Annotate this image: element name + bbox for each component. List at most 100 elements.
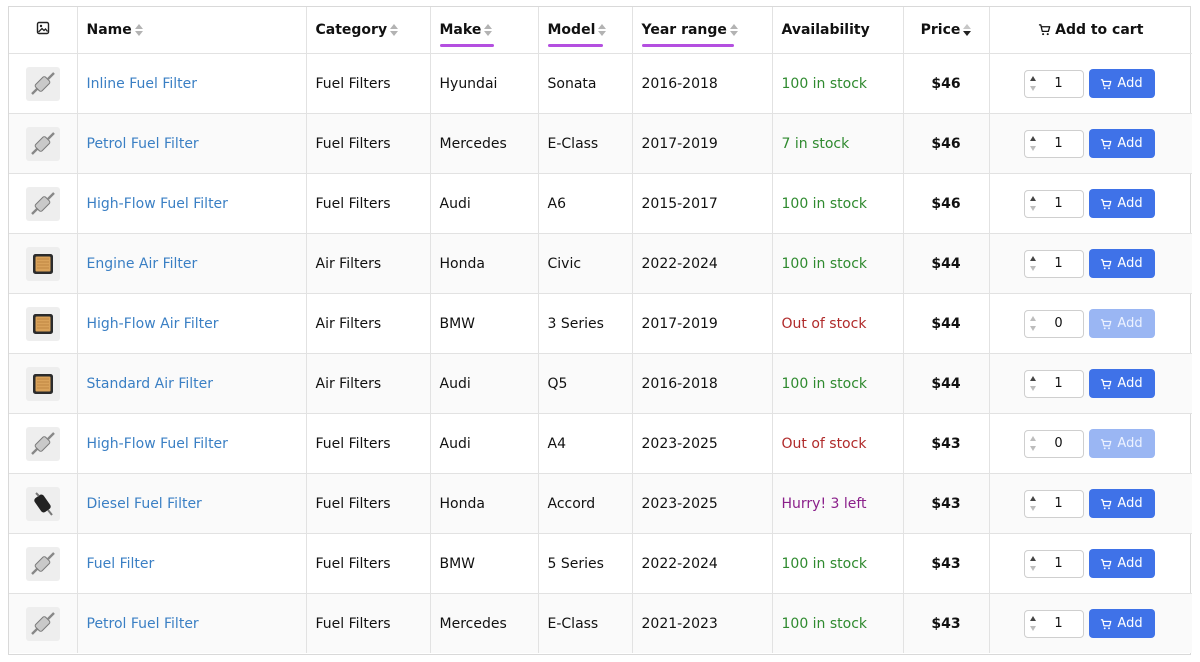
product-name-link[interactable]: High-Flow Air Filter [86, 315, 219, 332]
add-button[interactable]: Add [1088, 129, 1155, 158]
quantity-stepper[interactable] [1023, 369, 1084, 398]
product-name-link[interactable]: Petrol Fuel Filter [86, 615, 199, 632]
quantity-input[interactable] [1040, 310, 1077, 337]
stepper-arrows[interactable] [1025, 491, 1041, 517]
add-button[interactable]: Add [1088, 609, 1155, 638]
column-header-year-range[interactable]: Year range [632, 7, 773, 54]
add-button[interactable]: Add [1088, 489, 1155, 518]
decrement-icon[interactable] [1029, 326, 1036, 331]
product-name-link[interactable]: Standard Air Filter [86, 375, 214, 392]
product-name-link[interactable]: Petrol Fuel Filter [86, 135, 199, 152]
make-cell: Mercedes [430, 113, 539, 174]
category-cell: Fuel Filters [306, 53, 431, 114]
model-cell: Civic [538, 233, 633, 294]
quantity-stepper[interactable] [1023, 309, 1084, 338]
column-header-name[interactable]: Name [77, 7, 307, 54]
increment-icon[interactable] [1029, 136, 1036, 141]
availability-cell: 100 in stock [772, 53, 904, 114]
image-icon [36, 21, 49, 35]
thumbnail-cell [9, 53, 78, 114]
add-button[interactable]: Add [1088, 429, 1155, 458]
stepper-arrows[interactable] [1025, 431, 1041, 457]
quantity-input[interactable] [1040, 550, 1077, 577]
quantity-input[interactable] [1040, 370, 1077, 397]
product-table: Name Category Make Model Year range Avai… [9, 7, 1192, 653]
stepper-arrows[interactable] [1025, 131, 1041, 157]
quantity-input[interactable] [1040, 250, 1077, 277]
fuel-filter-icon [25, 546, 60, 581]
product-name-link[interactable]: High-Flow Fuel Filter [86, 435, 228, 452]
quantity-input[interactable] [1040, 70, 1077, 97]
increment-icon[interactable] [1029, 376, 1036, 381]
cart-icon [1038, 23, 1051, 36]
name-cell: High-Flow Fuel Filter [77, 413, 307, 474]
availability-cell: Out of stock [772, 293, 904, 354]
availability-cell: 100 in stock [772, 593, 904, 653]
stepper-arrows[interactable] [1025, 191, 1041, 217]
decrement-icon[interactable] [1029, 566, 1036, 571]
product-name-link[interactable]: Engine Air Filter [86, 255, 198, 272]
cart-icon [1100, 318, 1112, 330]
quantity-stepper[interactable] [1023, 189, 1084, 218]
quantity-stepper[interactable] [1023, 129, 1084, 158]
decrement-icon[interactable] [1029, 86, 1036, 91]
product-name-link[interactable]: High-Flow Fuel Filter [86, 195, 228, 212]
quantity-input[interactable] [1040, 610, 1077, 637]
stepper-arrows[interactable] [1025, 371, 1041, 397]
year-range-cell: 2022-2024 [632, 233, 773, 294]
increment-icon[interactable] [1029, 496, 1036, 501]
add-button-label: Add [1117, 256, 1143, 271]
cart-icon [1100, 198, 1112, 210]
quantity-stepper[interactable] [1023, 549, 1084, 578]
add-button[interactable]: Add [1088, 249, 1155, 278]
increment-icon[interactable] [1029, 196, 1036, 201]
stepper-arrows[interactable] [1025, 251, 1041, 277]
column-header-price[interactable]: Price [903, 7, 990, 54]
increment-icon[interactable] [1029, 436, 1036, 441]
add-button[interactable]: Add [1088, 69, 1155, 98]
price-cell: $46 [903, 53, 990, 114]
quantity-stepper[interactable] [1023, 69, 1084, 98]
price-cell: $43 [903, 593, 990, 653]
column-header-make[interactable]: Make [430, 7, 539, 54]
quantity-input[interactable] [1040, 430, 1077, 457]
decrement-icon[interactable] [1029, 206, 1036, 211]
increment-icon[interactable] [1029, 616, 1036, 621]
model-cell: E-Class [538, 593, 633, 653]
column-header-category[interactable]: Category [306, 7, 431, 54]
quantity-input[interactable] [1040, 190, 1077, 217]
increment-icon[interactable] [1029, 76, 1036, 81]
model-cell: Q5 [538, 353, 633, 414]
decrement-icon[interactable] [1029, 266, 1036, 271]
decrement-icon[interactable] [1029, 386, 1036, 391]
model-cell: Sonata [538, 53, 633, 114]
quantity-input[interactable] [1040, 130, 1077, 157]
stepper-arrows[interactable] [1025, 611, 1041, 637]
add-button[interactable]: Add [1088, 549, 1155, 578]
add-button[interactable]: Add [1088, 369, 1155, 398]
add-button[interactable]: Add [1088, 309, 1155, 338]
product-name-link[interactable]: Fuel Filter [86, 555, 155, 572]
increment-icon[interactable] [1029, 316, 1036, 321]
decrement-icon[interactable] [1029, 506, 1036, 511]
stepper-arrows[interactable] [1025, 311, 1041, 337]
column-header-model[interactable]: Model [538, 7, 633, 54]
add-button[interactable]: Add [1088, 189, 1155, 218]
quantity-input[interactable] [1040, 490, 1077, 517]
model-cell: A4 [538, 413, 633, 474]
stepper-arrows[interactable] [1025, 71, 1041, 97]
increment-icon[interactable] [1029, 256, 1036, 261]
decrement-icon[interactable] [1029, 446, 1036, 451]
decrement-icon[interactable] [1029, 146, 1036, 151]
product-name-link[interactable]: Diesel Fuel Filter [86, 495, 202, 512]
air-filter-icon [25, 306, 60, 341]
stepper-arrows[interactable] [1025, 551, 1041, 577]
quantity-stepper[interactable] [1023, 429, 1084, 458]
quantity-stepper[interactable] [1023, 489, 1084, 518]
thumbnail-cell [9, 233, 78, 294]
product-name-link[interactable]: Inline Fuel Filter [86, 75, 198, 92]
quantity-stepper[interactable] [1023, 609, 1084, 638]
increment-icon[interactable] [1029, 556, 1036, 561]
quantity-stepper[interactable] [1023, 249, 1084, 278]
decrement-icon[interactable] [1029, 626, 1036, 631]
